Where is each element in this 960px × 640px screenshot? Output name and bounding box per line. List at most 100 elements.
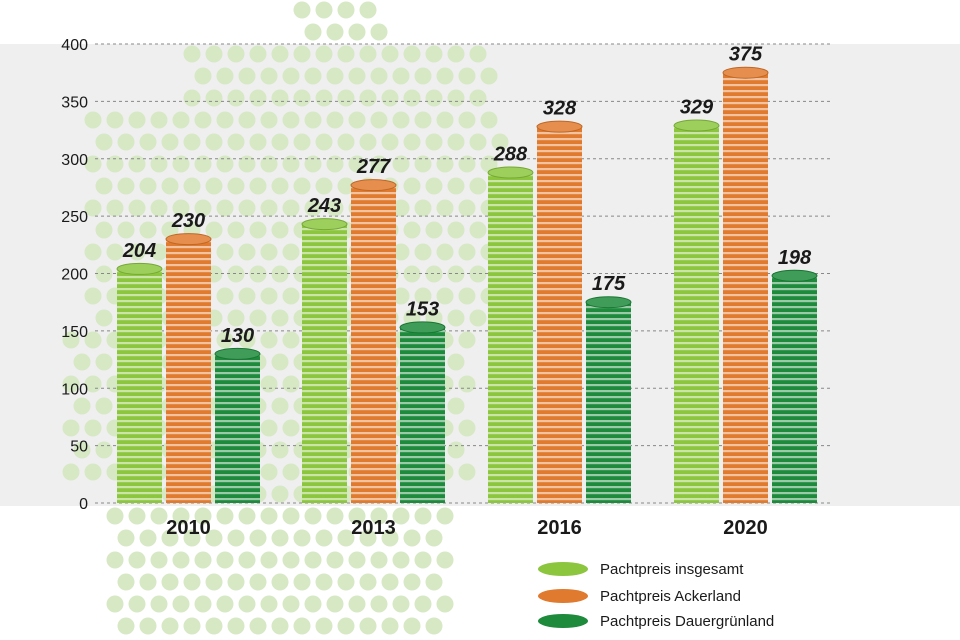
x-tick-label: 2016: [537, 517, 582, 539]
bar: [165, 233, 212, 503]
map-dot: [469, 45, 487, 63]
map-dot: [172, 199, 190, 217]
map-dot: [458, 199, 476, 217]
map-dot: [359, 573, 377, 591]
y-tick-label: 100: [61, 381, 88, 398]
data-label: 277: [356, 156, 391, 178]
data-label: 230: [171, 210, 205, 232]
map-dot: [326, 199, 344, 217]
map-dot: [304, 111, 322, 129]
map-dot: [205, 573, 223, 591]
map-dot: [205, 617, 223, 635]
map-dot: [326, 551, 344, 569]
map-dot: [205, 177, 223, 195]
map-dot: [249, 309, 267, 327]
map-dot: [370, 155, 388, 173]
map-dot: [304, 507, 322, 525]
map-dot: [370, 111, 388, 129]
map-dot: [106, 199, 124, 217]
map-dot: [326, 111, 344, 129]
map-dot: [370, 595, 388, 613]
map-dot: [304, 595, 322, 613]
map-dot: [392, 111, 410, 129]
map-dot: [117, 221, 135, 239]
map-dot: [95, 441, 113, 459]
y-tick-label: 400: [61, 37, 88, 54]
map-dot: [150, 199, 168, 217]
y-tick-label: 150: [61, 324, 88, 341]
map-dot: [139, 133, 157, 151]
legend-swatch: [538, 614, 588, 628]
map-dot: [271, 45, 289, 63]
map-dot: [348, 67, 366, 85]
map-dot: [282, 331, 300, 349]
map-dot: [337, 1, 355, 19]
map-dot: [205, 529, 223, 547]
map-dot: [326, 155, 344, 173]
map-dot: [271, 177, 289, 195]
data-label: 130: [221, 325, 254, 347]
map-dot: [392, 67, 410, 85]
map-dot: [392, 243, 410, 261]
map-dot: [238, 155, 256, 173]
map-dot: [271, 441, 289, 459]
map-dot: [381, 45, 399, 63]
map-dot: [271, 397, 289, 415]
map-dot: [216, 507, 234, 525]
bar: [585, 296, 632, 503]
map-dot: [282, 67, 300, 85]
map-dot: [425, 89, 443, 107]
map-dot: [249, 45, 267, 63]
map-dot: [392, 287, 410, 305]
map-dot: [469, 177, 487, 195]
map-dot: [381, 573, 399, 591]
map-dot: [161, 529, 179, 547]
map-dot: [370, 551, 388, 569]
map-dot: [227, 177, 245, 195]
map-dot: [260, 551, 278, 569]
map-dot: [359, 529, 377, 547]
map-dot: [205, 45, 223, 63]
map-dot: [491, 133, 509, 151]
map-dot: [183, 573, 201, 591]
map-dot: [282, 595, 300, 613]
y-tick-label: 200: [61, 267, 88, 284]
data-label: 288: [493, 144, 528, 166]
legend-label: Pachtpreis insgesamt: [600, 561, 744, 578]
map-dot: [249, 573, 267, 591]
map-dot: [139, 177, 157, 195]
map-dot: [414, 199, 432, 217]
map-dot: [414, 67, 432, 85]
data-label: 243: [307, 195, 341, 217]
map-dot: [293, 45, 311, 63]
map-dot: [458, 155, 476, 173]
map-dot: [84, 199, 102, 217]
map-dot: [315, 1, 333, 19]
bar: [722, 66, 769, 503]
map-dot: [84, 463, 102, 481]
map-dot: [106, 507, 124, 525]
map-dot: [271, 309, 289, 327]
map-dot: [73, 353, 91, 371]
y-tick-label: 300: [61, 152, 88, 169]
map-dot: [260, 463, 278, 481]
map-dot: [194, 551, 212, 569]
map-dot: [392, 155, 410, 173]
map-dot: [293, 529, 311, 547]
bar: [771, 269, 818, 503]
bar: [214, 347, 261, 503]
map-dot: [106, 551, 124, 569]
map-dot: [260, 507, 278, 525]
map-dot: [425, 133, 443, 151]
map-dot: [359, 617, 377, 635]
map-dot: [315, 89, 333, 107]
map-dot: [271, 353, 289, 371]
map-dot: [293, 573, 311, 591]
map-dot: [271, 265, 289, 283]
map-dot: [161, 133, 179, 151]
map-dot: [348, 23, 366, 41]
map-dot: [62, 331, 80, 349]
map-dot: [425, 617, 443, 635]
map-dot: [128, 199, 146, 217]
map-dot: [436, 243, 454, 261]
